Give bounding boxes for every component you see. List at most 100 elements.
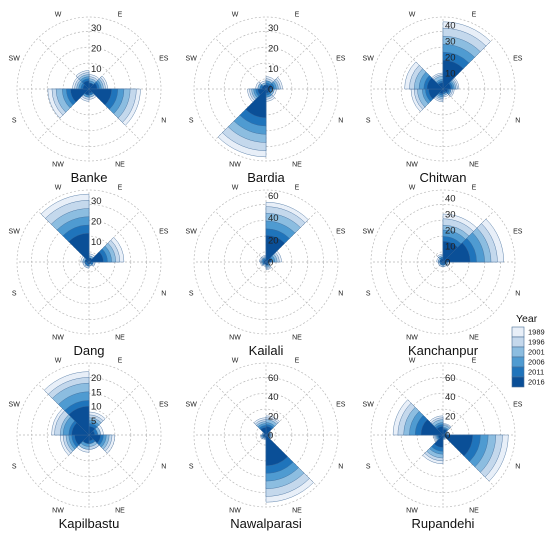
grid-spoke [391, 210, 444, 263]
wedge-s-2016 [257, 88, 267, 96]
legend-label-2006: 2006 [528, 358, 545, 367]
direction-label-w: W [409, 358, 416, 365]
tick-label: 40 [445, 194, 456, 205]
legend-swatch-2001 [511, 346, 525, 358]
tick-label: 20 [91, 373, 102, 384]
direction-label-s: S [189, 464, 194, 471]
direction-label-e: E [295, 185, 300, 192]
direction-label-s: S [366, 118, 371, 125]
legend-swatch-2011 [511, 366, 525, 378]
wedge-ne-2016 [265, 261, 269, 266]
tick-label: 10 [91, 402, 102, 413]
rose-panel-nawalparasi: 0 20 40 60 E ES N NE NW S SW W Nawalparasi [186, 358, 346, 531]
direction-label-w: W [232, 358, 239, 365]
wedges [436, 213, 505, 268]
rose-panel-banke: 10 20 30 E ES N NE NW S SW W Banke [9, 12, 169, 185]
direction-label-n: N [515, 118, 520, 125]
direction-label-n: N [161, 464, 166, 471]
direction-label-es: ES [159, 229, 169, 236]
legend-label-2016: 2016 [528, 378, 545, 387]
tick-label: 10 [91, 64, 102, 75]
direction-label-sw: SW [363, 56, 375, 63]
wedges [404, 21, 491, 112]
legend-swatch-2016 [511, 376, 525, 388]
direction-label-e: E [472, 358, 477, 365]
direction-label-w: W [55, 185, 62, 192]
direction-label-sw: SW [186, 229, 198, 236]
tick-label: 0 [268, 258, 273, 269]
legend-label-2011: 2011 [528, 368, 544, 377]
tick-label: 40 [268, 392, 279, 403]
direction-label-s: S [366, 464, 371, 471]
legend-swatch-2006 [511, 356, 525, 368]
direction-label-n: N [515, 464, 520, 471]
tick-label: 20 [268, 411, 279, 422]
direction-label-n: N [515, 291, 520, 298]
tick-label: 60 [445, 373, 456, 384]
direction-label-nw: NW [229, 161, 241, 168]
wedge-e-2016 [265, 426, 273, 436]
wedges [40, 193, 125, 269]
tick-label: 0 [445, 431, 450, 442]
grid-ring [193, 16, 339, 162]
direction-label-s: S [12, 291, 17, 298]
direction-label-ne: NE [292, 507, 302, 514]
tick-label: 20 [91, 43, 102, 54]
tick-label: 60 [268, 191, 279, 202]
grid-ring [16, 16, 162, 162]
wedge-w-2016 [262, 84, 267, 90]
direction-label-es: ES [513, 229, 523, 236]
direction-label-n: N [338, 118, 343, 125]
direction-label-ne: NE [469, 507, 479, 514]
tick-label: 10 [91, 237, 102, 248]
direction-label-e: E [118, 185, 123, 192]
direction-label-es: ES [513, 402, 523, 409]
district-title: Kanchanpur [408, 343, 479, 358]
rose-panel-chitwan: 10 20 30 40 E ES N NE NW S SW W Chitwan [363, 12, 523, 185]
district-title: Bardia [247, 170, 285, 185]
district-title: Nawalparasi [230, 516, 302, 531]
grid-spoke [214, 210, 267, 263]
district-title: Rupandehi [412, 516, 475, 531]
tick-label: 20 [445, 411, 456, 422]
grid-spoke [214, 434, 267, 487]
direction-label-nw: NW [229, 334, 241, 341]
direction-label-nw: NW [52, 161, 64, 168]
direction-label-e: E [472, 12, 477, 19]
wedge-s-2016 [262, 434, 267, 438]
grid-spoke [265, 261, 318, 314]
grid-ring [255, 424, 277, 446]
wedge-n-2016 [442, 88, 449, 93]
rose-panel-kailali: 0 20 40 60 E ES N NE NW S SW W Kailali [186, 185, 346, 358]
tick-label: 10 [445, 242, 456, 253]
tick-label: 30 [91, 23, 102, 34]
direction-label-w: W [409, 185, 416, 192]
grid-ring [16, 362, 162, 508]
tick-label: 0 [268, 85, 273, 96]
wedge-w-2016 [68, 405, 90, 436]
rose-panel-rupandehi: 0 20 40 60 E ES N NE NW S SW W Rupandehi [363, 358, 523, 531]
wedge-sw-2016 [420, 419, 444, 436]
tick-label: 10 [268, 64, 279, 75]
wedges [47, 70, 141, 126]
direction-label-ne: NE [115, 507, 125, 514]
wedge-e-2016 [265, 235, 286, 263]
direction-label-nw: NW [406, 507, 418, 514]
wedges [217, 76, 283, 158]
direction-label-e: E [118, 358, 123, 365]
direction-label-w: W [55, 12, 62, 19]
tick-label: 20 [91, 216, 102, 227]
direction-label-n: N [161, 291, 166, 298]
direction-label-s: S [12, 464, 17, 471]
grid-spoke [214, 261, 267, 314]
wedge-es-2016 [442, 83, 452, 90]
direction-label-n: N [338, 291, 343, 298]
wedge-n-2016 [442, 434, 473, 457]
direction-label-nw: NW [52, 334, 64, 341]
tick-label: 40 [268, 213, 279, 224]
wedge-ne-2016 [265, 434, 289, 466]
grid-spoke [214, 37, 267, 90]
wedges [259, 201, 309, 270]
wedge-es-2016 [265, 257, 272, 263]
